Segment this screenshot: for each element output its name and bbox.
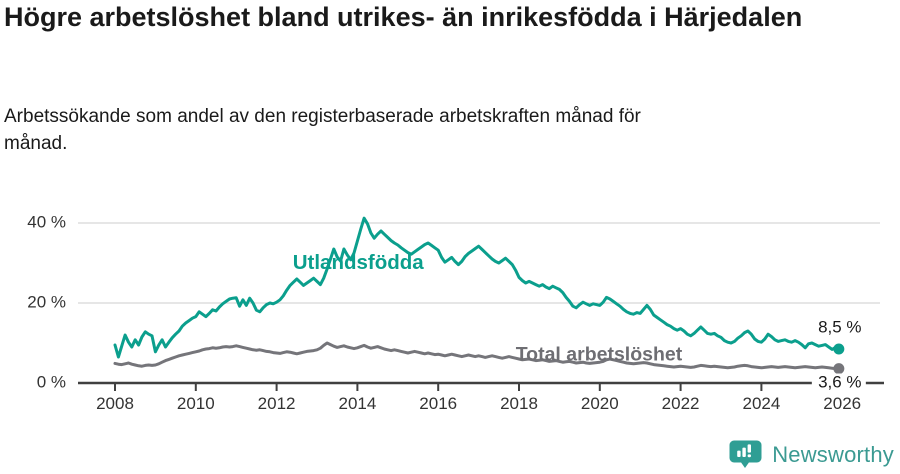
- series-end-dot-total: [833, 363, 845, 375]
- x-tick-label: 2010: [177, 394, 215, 413]
- series-end-value-utlandsfodda: 8,5 %: [818, 318, 861, 337]
- x-tick-label: 2020: [581, 394, 619, 413]
- x-tick-label: 2008: [96, 394, 134, 413]
- end-label-mask: [811, 373, 866, 393]
- series-inline-label-utlandsfodda: Utlandsfödda: [293, 251, 425, 274]
- page-title: Högre arbetslöshet bland utrikes- än inr…: [4, 2, 803, 32]
- series-end-value-total: 3,6 %: [818, 372, 861, 391]
- y-axis-label: 20 %: [27, 292, 66, 311]
- x-tick-label: 2026: [823, 394, 861, 413]
- newsworthy-logo-icon: [729, 440, 762, 468]
- y-axis-label: 40 %: [27, 212, 66, 231]
- series-line-total: [113, 341, 841, 371]
- x-tick-label: 2018: [500, 394, 538, 413]
- x-tick-label: 2014: [338, 394, 376, 413]
- x-tick-label: 2016: [419, 394, 457, 413]
- x-tick-label: 2024: [742, 394, 780, 413]
- series-inline-label-total: Total arbetslöshet: [516, 344, 683, 366]
- x-tick-label: 2022: [662, 394, 700, 413]
- series-line-utlandsfodda: [113, 216, 841, 359]
- series-end-dot-utlandsfodda: [833, 343, 845, 355]
- x-tick-label: 2012: [258, 394, 296, 413]
- brand-footer: Newsworthy: [729, 440, 894, 469]
- brand-name: Newsworthy: [772, 441, 894, 467]
- y-axis-label: 0 %: [37, 372, 66, 391]
- page-subtitle: Arbetssökande som andel av den registerb…: [4, 106, 641, 154]
